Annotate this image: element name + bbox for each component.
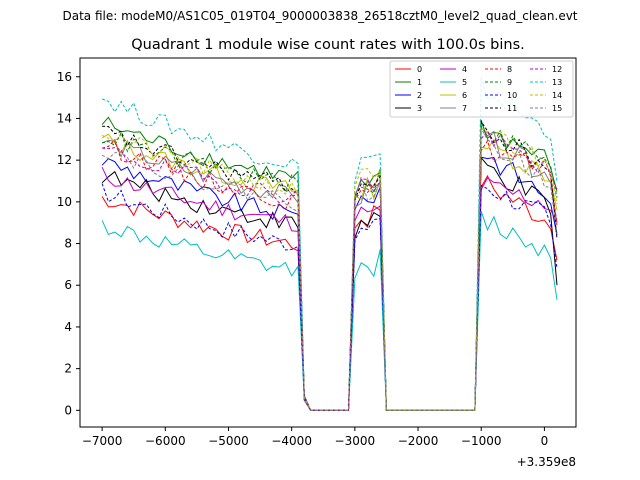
legend-label: 10 <box>507 91 517 100</box>
legend-label: 8 <box>507 65 512 74</box>
legend-label: 7 <box>462 104 467 113</box>
x-tick-label: −6000 <box>145 434 186 448</box>
x-tick-label: −1000 <box>461 434 502 448</box>
legend-label: 3 <box>417 104 422 113</box>
legend-label: 6 <box>462 91 467 100</box>
legend-label: 2 <box>417 91 422 100</box>
series-line-module-14 <box>101 126 558 411</box>
x-axis: −7000 −6000 −5000 −4000 −3000 −2000 −1000 0 <box>82 427 548 448</box>
y-tick-label: 12 <box>57 153 72 167</box>
legend-label: 13 <box>552 78 562 87</box>
y-tick-label: 8 <box>64 237 72 251</box>
legend-label: 15 <box>552 104 562 113</box>
legend-label: 1 <box>417 78 422 87</box>
series-line-module-12 <box>102 130 558 411</box>
plot-area <box>101 76 558 411</box>
series-line-module-5 <box>101 211 558 411</box>
x-tick-label: −4000 <box>271 434 312 448</box>
x-tick-label: −2000 <box>398 434 439 448</box>
legend-box <box>389 60 574 118</box>
axes-frame <box>79 57 577 428</box>
legend-label: 4 <box>462 65 467 74</box>
y-tick-label: 2 <box>64 362 72 376</box>
series-line-module-0 <box>101 174 558 411</box>
series-line-module-9 <box>101 119 558 411</box>
figure-suptitle: Data file: modeM0/AS1C05_019T04_90000038… <box>62 9 577 23</box>
series-line-module-2 <box>101 156 558 411</box>
legend-label: 9 <box>507 78 512 87</box>
y-tick-label: 16 <box>57 70 72 84</box>
legend-label: 0 <box>417 65 422 74</box>
x-tick-label: 0 <box>541 434 549 448</box>
legend-label: 14 <box>552 91 562 100</box>
y-tick-label: 10 <box>57 195 72 209</box>
series-line-module-10 <box>101 183 558 411</box>
x-offset-label: +3.359e8 <box>517 455 576 469</box>
y-tick-label: 6 <box>64 278 72 292</box>
legend-label: 11 <box>507 104 517 113</box>
series-line-module-4 <box>101 166 558 411</box>
x-tick-label: −5000 <box>208 434 249 448</box>
y-axis: 0 2 4 6 8 10 12 14 16 <box>57 70 80 417</box>
series-line-module-3 <box>101 156 558 411</box>
series-line-module-7 <box>101 125 558 411</box>
series-line-module-6 <box>101 133 558 411</box>
legend-label: 5 <box>462 78 467 87</box>
y-tick-label: 4 <box>64 320 72 334</box>
series-line-module-15 <box>101 126 558 411</box>
x-tick-label: −7000 <box>82 434 123 448</box>
series-line-module-8 <box>101 138 558 411</box>
legend-label: 12 <box>552 65 562 74</box>
x-tick-label: −3000 <box>335 434 376 448</box>
y-tick-label: 0 <box>64 403 72 417</box>
chart-title: Quadrant 1 module wise count rates with … <box>131 37 525 53</box>
y-tick-label: 14 <box>57 111 72 125</box>
